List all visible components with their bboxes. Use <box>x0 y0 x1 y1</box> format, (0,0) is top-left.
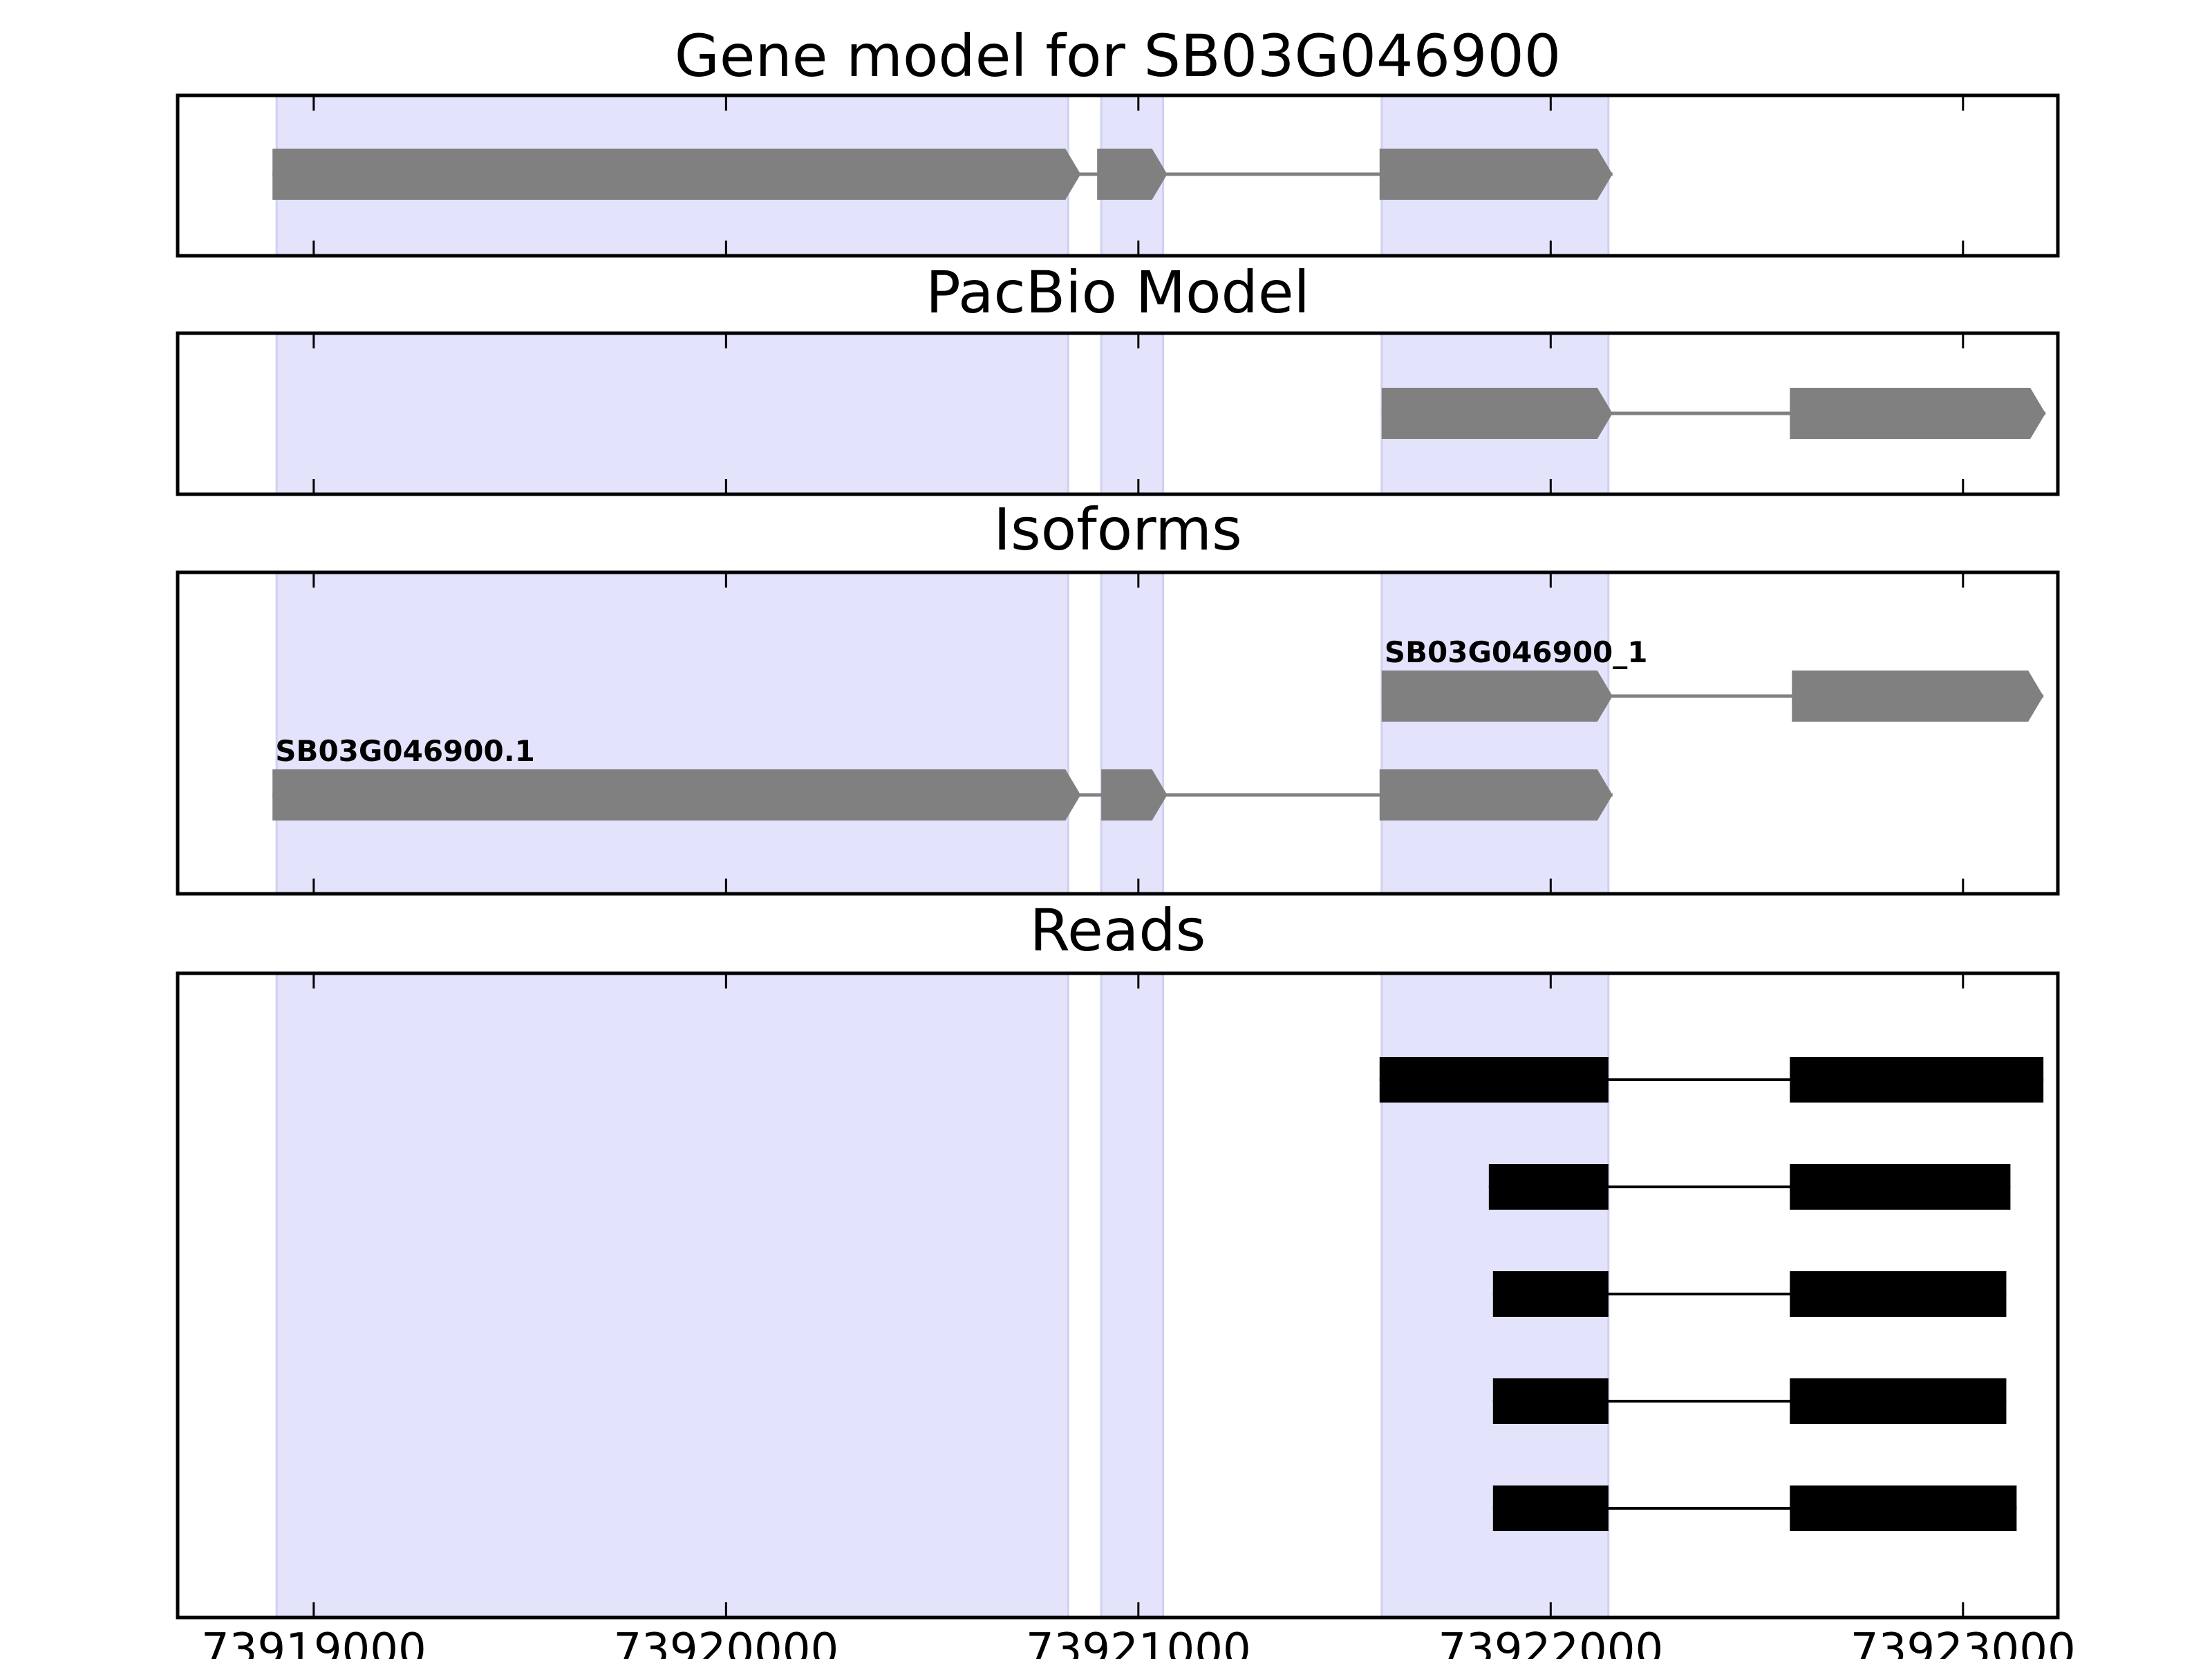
exon-arrow <box>1101 769 1168 821</box>
exon-arrow <box>1381 671 1613 722</box>
panel-title: Gene model for SB03G046900 <box>675 22 1561 90</box>
axes-frame <box>176 93 2060 258</box>
highlight-region <box>275 571 1069 895</box>
panel-title: PacBio Model <box>926 259 1310 326</box>
panel-pacbio-model: PacBio Model <box>176 259 2060 496</box>
read-exon <box>1790 1485 2017 1531</box>
isoform-label: SB03G046900.1 <box>275 734 535 768</box>
highlight-region <box>1380 571 1610 895</box>
exon-arrow <box>272 769 1081 821</box>
exon-arrow <box>1792 671 2044 722</box>
x-tick-label: 73922000 <box>1438 1624 1663 1659</box>
read-exon <box>1790 1271 2007 1317</box>
x-tick-label: 73920000 <box>613 1624 838 1659</box>
exon-arrow <box>1381 388 1613 439</box>
axes-frame <box>176 570 2060 896</box>
axes-frame <box>176 331 2060 496</box>
axes-frame <box>176 971 2060 1620</box>
isoform-label: SB03G046900_1 <box>1385 635 1648 669</box>
read-exon <box>1488 1164 1609 1210</box>
highlight-region <box>1100 571 1165 895</box>
highlight-region <box>1100 332 1165 496</box>
read-exon <box>1492 1485 1609 1531</box>
x-tick-label: 73921000 <box>1026 1624 1251 1659</box>
highlight-region <box>1100 972 1165 1619</box>
exon-arrow <box>1097 149 1168 200</box>
panel-reads: Reads 73919000 73920000 73921000 73922000 739… <box>176 897 2076 1659</box>
panel-isoforms: Isoforms SB03G046900_1 SB03G046900.1 <box>176 496 2060 896</box>
read-exon <box>1379 1057 1609 1103</box>
read-exon <box>1790 1164 2011 1210</box>
exon-arrow <box>272 149 1081 200</box>
read-exon <box>1492 1271 1609 1317</box>
panel-gene-model: Gene model for SB03G046900 <box>176 22 2060 258</box>
read-exon <box>1492 1378 1609 1424</box>
read-exon <box>1790 1057 2044 1103</box>
panel-title: Isoforms <box>993 496 1242 563</box>
highlight-region <box>275 332 1069 496</box>
exon-arrow <box>1379 769 1613 821</box>
exon-arrow <box>1379 149 1613 200</box>
x-tick-label: 73923000 <box>1850 1624 2076 1659</box>
x-tick-label: 73919000 <box>201 1624 427 1659</box>
read-exon <box>1790 1378 2007 1424</box>
panel-title: Reads <box>1030 897 1206 964</box>
highlight-region <box>275 972 1069 1619</box>
exon-arrow <box>1790 388 2046 439</box>
